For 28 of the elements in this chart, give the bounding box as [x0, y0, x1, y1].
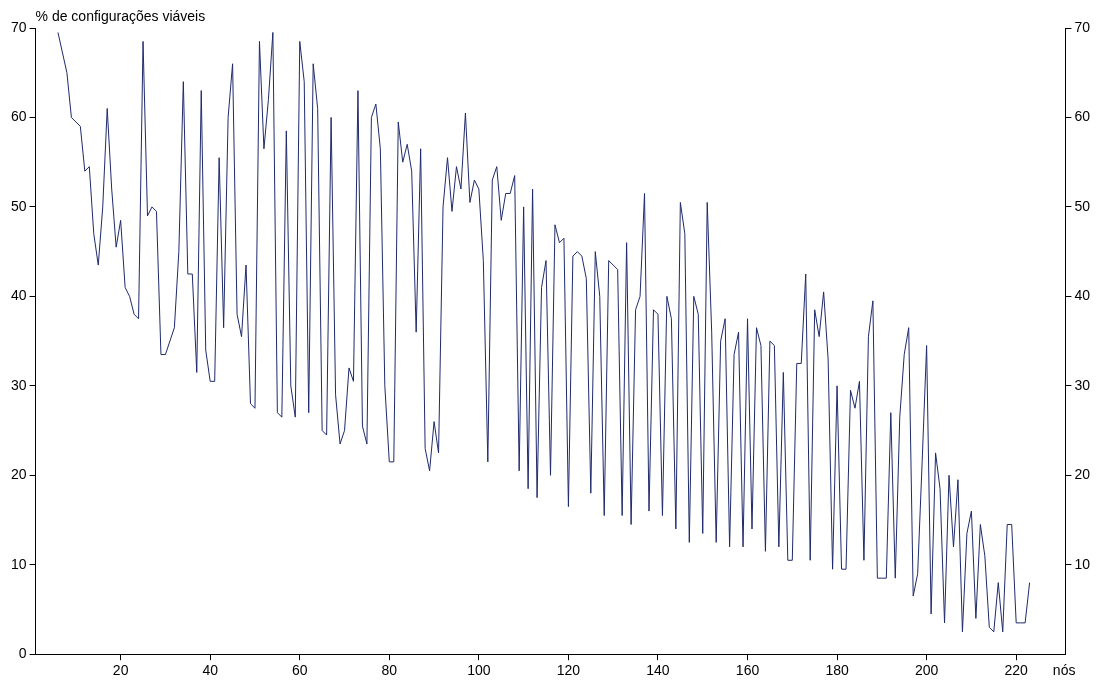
x-axis-title: nós	[1052, 662, 1076, 679]
y-tick-label: 10	[10, 555, 27, 572]
y-tick-label: 50	[10, 197, 27, 214]
x-tick-label: 80	[381, 662, 398, 679]
x-tick-label: 140	[646, 662, 670, 679]
x-tick-label: 100	[467, 662, 491, 679]
y2-tick-label: 70	[1074, 18, 1091, 35]
x-tick-label: 220	[1004, 662, 1029, 679]
y-tick-label: 70	[10, 18, 27, 35]
y-tick-label: 40	[10, 287, 27, 304]
y-tick-label: 30	[10, 376, 27, 393]
x-tick-label: 40	[202, 662, 219, 679]
x-tick-label: 120	[556, 662, 581, 679]
x-tick-label: 20	[112, 662, 129, 679]
y-axis-title: % de configurações viáveis	[35, 7, 206, 24]
y-tick-label: 0	[18, 645, 27, 662]
x-tick-label: 200	[914, 662, 939, 679]
y2-tick-label: 30	[1074, 376, 1091, 393]
x-tick-label: 60	[291, 662, 308, 679]
x-tick-label: 180	[825, 662, 849, 679]
y2-tick-label: 60	[1074, 108, 1091, 125]
y-tick-label: 20	[10, 466, 27, 483]
x-tick-label: 160	[735, 662, 760, 679]
y2-tick-label: 50	[1074, 197, 1091, 214]
y2-tick-label: 40	[1074, 287, 1091, 304]
y2-tick-label: 20	[1074, 466, 1091, 483]
y2-tick-label: 10	[1074, 555, 1091, 572]
y-tick-label: 60	[10, 108, 27, 125]
